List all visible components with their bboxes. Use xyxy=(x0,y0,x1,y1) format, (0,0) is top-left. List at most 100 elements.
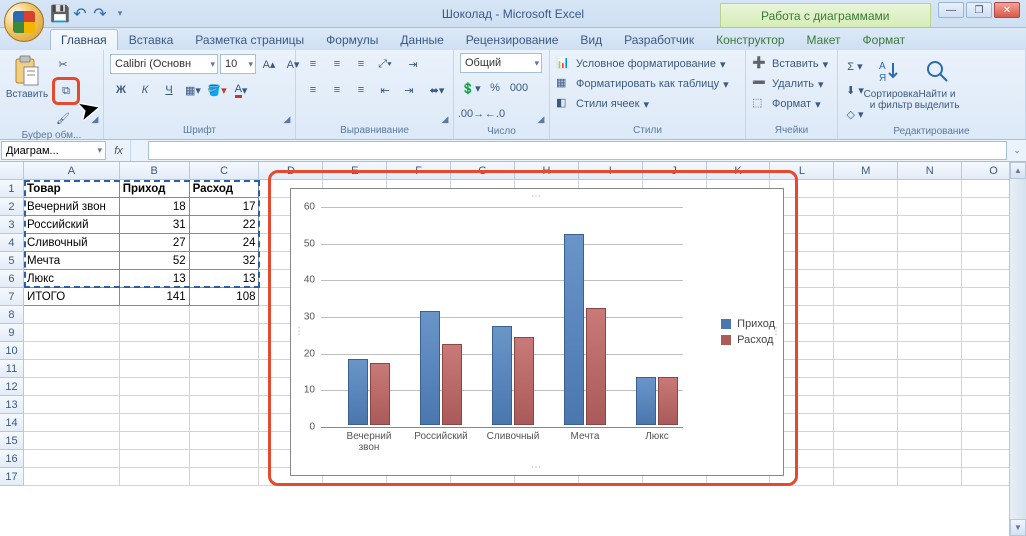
column-header-D[interactable]: D xyxy=(259,162,323,179)
cell-N7[interactable] xyxy=(898,288,962,306)
formula-bar-expand[interactable]: ⌄ xyxy=(1008,140,1026,161)
column-header-H[interactable]: H xyxy=(515,162,579,179)
bar-Расход-0[interactable] xyxy=(370,363,390,425)
tab-разметка страницы[interactable]: Разметка страницы xyxy=(184,29,315,50)
bar-Расход-2[interactable] xyxy=(514,337,534,425)
row-header-14[interactable]: 14 xyxy=(0,414,24,432)
bar-Расход-1[interactable] xyxy=(442,344,462,425)
row-header-6[interactable]: 6 xyxy=(0,270,24,288)
close-button[interactable]: ✕ xyxy=(994,2,1020,18)
scroll-down-button[interactable]: ▼ xyxy=(1010,519,1026,536)
column-header-L[interactable]: L xyxy=(770,162,834,179)
vertical-scrollbar[interactable]: ▲ ▼ xyxy=(1009,162,1026,536)
select-all-corner[interactable] xyxy=(0,162,24,179)
undo-icon[interactable]: ↶ xyxy=(72,6,88,22)
cell-A8[interactable] xyxy=(24,306,120,324)
cell-B9[interactable] xyxy=(120,324,190,342)
row-header-1[interactable]: 1 xyxy=(0,180,24,198)
cell-C1[interactable]: Расход xyxy=(190,180,260,198)
bold-button[interactable]: Ж xyxy=(110,79,132,101)
bar-Приход-3[interactable] xyxy=(564,234,584,425)
cell-M17[interactable] xyxy=(834,468,898,486)
font-color-button[interactable]: A▾ xyxy=(230,79,252,101)
cell-N5[interactable] xyxy=(898,252,962,270)
number-format-dropdown[interactable]: Общий xyxy=(460,53,542,73)
cell-M9[interactable] xyxy=(834,324,898,342)
column-header-K[interactable]: K xyxy=(707,162,771,179)
cell-C11[interactable] xyxy=(190,360,260,378)
orientation-button[interactable]: ⤢▾ xyxy=(374,53,396,75)
comma-button[interactable]: 000 xyxy=(508,77,530,99)
cell-M2[interactable] xyxy=(834,198,898,216)
bar-Расход-3[interactable] xyxy=(586,308,606,425)
increase-indent-button[interactable]: ⇥ xyxy=(398,79,420,101)
cell-B10[interactable] xyxy=(120,342,190,360)
row-header-11[interactable]: 11 xyxy=(0,360,24,378)
cell-A17[interactable] xyxy=(24,468,120,486)
cell-C13[interactable] xyxy=(190,396,260,414)
cell-M12[interactable] xyxy=(834,378,898,396)
border-button[interactable]: ▦▾ xyxy=(182,79,204,101)
cell-A9[interactable] xyxy=(24,324,120,342)
tab-данные[interactable]: Данные xyxy=(389,29,454,50)
align-top-button[interactable]: ≡ xyxy=(302,53,324,75)
cell-A12[interactable] xyxy=(24,378,120,396)
restore-button[interactable]: ❐ xyxy=(966,2,992,18)
tab-рецензирование[interactable]: Рецензирование xyxy=(455,29,570,50)
wrap-text-button[interactable]: ⇥ xyxy=(398,53,428,75)
cell-B11[interactable] xyxy=(120,360,190,378)
cell-N9[interactable] xyxy=(898,324,962,342)
tab-формулы[interactable]: Формулы xyxy=(315,29,389,50)
redo-icon[interactable]: ↷ xyxy=(92,6,108,22)
cell-A6[interactable]: Люкс xyxy=(24,270,120,288)
cell-M14[interactable] xyxy=(834,414,898,432)
cell-M7[interactable] xyxy=(834,288,898,306)
font-launcher[interactable]: ◢ xyxy=(281,113,293,125)
alignment-launcher[interactable]: ◢ xyxy=(439,113,451,125)
cell-N8[interactable] xyxy=(898,306,962,324)
percent-button[interactable]: % xyxy=(484,77,506,99)
fx-button[interactable]: fx xyxy=(107,140,131,161)
decrease-decimal-button[interactable]: ←.0 xyxy=(484,103,506,125)
column-header-E[interactable]: E xyxy=(323,162,387,179)
row-header-2[interactable]: 2 xyxy=(0,198,24,216)
cell-M8[interactable] xyxy=(834,306,898,324)
row-header-4[interactable]: 4 xyxy=(0,234,24,252)
cell-A16[interactable] xyxy=(24,450,120,468)
tab-вид[interactable]: Вид xyxy=(569,29,613,50)
cell-A15[interactable] xyxy=(24,432,120,450)
row-header-15[interactable]: 15 xyxy=(0,432,24,450)
embedded-chart[interactable]: ⋯ ⋯ ⋯ ⋯ 0102030405060Вечерний звонРоссий… xyxy=(290,188,784,476)
cell-B15[interactable] xyxy=(120,432,190,450)
cell-B5[interactable]: 52 xyxy=(120,252,190,270)
tab-вставка[interactable]: Вставка xyxy=(118,29,185,50)
column-header-B[interactable]: B xyxy=(120,162,190,179)
bar-Приход-0[interactable] xyxy=(348,359,368,425)
cell-M13[interactable] xyxy=(834,396,898,414)
tab-макет[interactable]: Макет xyxy=(796,29,852,50)
cell-M3[interactable] xyxy=(834,216,898,234)
tab-главная[interactable]: Главная xyxy=(50,29,118,50)
cell-A14[interactable] xyxy=(24,414,120,432)
cell-B13[interactable] xyxy=(120,396,190,414)
cell-B12[interactable] xyxy=(120,378,190,396)
find-select-button[interactable]: Найти и выделить xyxy=(916,53,958,111)
cell-A2[interactable]: Вечерний звон xyxy=(24,198,120,216)
cell-B16[interactable] xyxy=(120,450,190,468)
cell-M11[interactable] xyxy=(834,360,898,378)
cell-C8[interactable] xyxy=(190,306,260,324)
format-painter-button[interactable]: 🖌 xyxy=(52,107,74,129)
insert-cells-button[interactable]: ➕Вставить ▾ xyxy=(752,55,828,73)
row-header-7[interactable]: 7 xyxy=(0,288,24,306)
bar-Расход-4[interactable] xyxy=(658,377,678,425)
cell-B2[interactable]: 18 xyxy=(120,198,190,216)
autosum-button[interactable]: Σ ▾ xyxy=(844,55,866,77)
cell-A10[interactable] xyxy=(24,342,120,360)
column-header-C[interactable]: C xyxy=(190,162,260,179)
save-icon[interactable]: 💾 xyxy=(52,6,68,22)
cell-C16[interactable] xyxy=(190,450,260,468)
copy-button[interactable]: ⧉ xyxy=(52,77,80,105)
align-right-button[interactable]: ≡ xyxy=(350,79,372,101)
cell-N15[interactable] xyxy=(898,432,962,450)
merge-cells-button[interactable]: ⬌▾ xyxy=(422,79,452,101)
